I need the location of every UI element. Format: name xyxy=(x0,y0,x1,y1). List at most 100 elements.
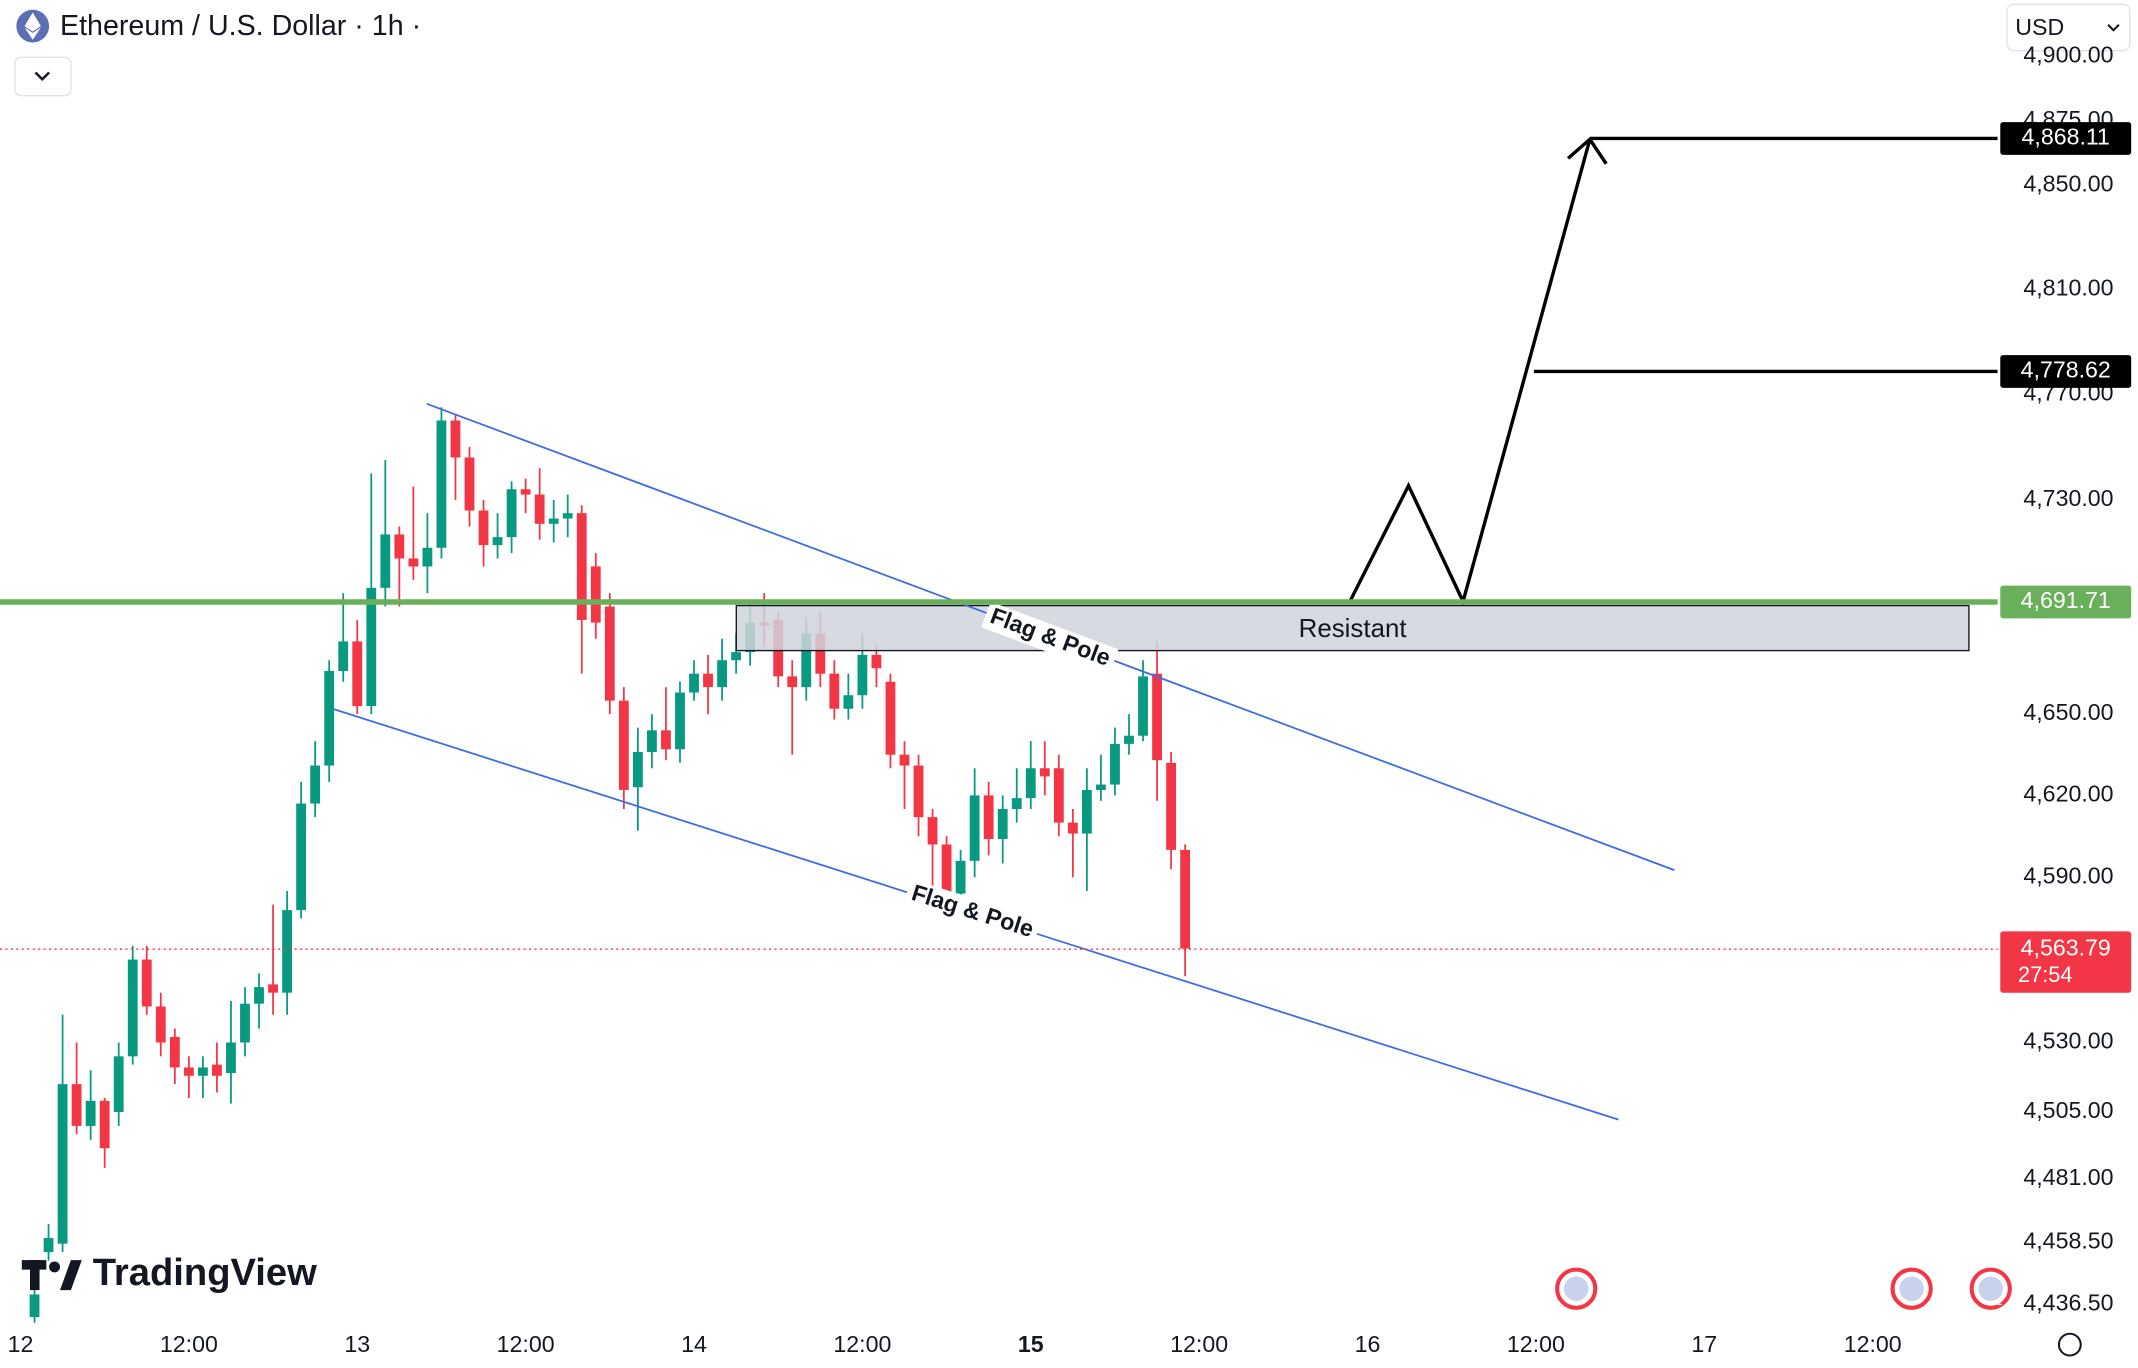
candle-body xyxy=(661,730,671,750)
level-label: 4,778.62 xyxy=(2021,357,2111,383)
candle-body xyxy=(1081,789,1092,834)
y-tick-label: 4,436.50 xyxy=(2023,1290,2113,1316)
candle-body xyxy=(506,489,517,538)
candle-body xyxy=(1096,784,1106,790)
candle-body xyxy=(983,795,994,839)
candle-body xyxy=(352,641,363,707)
event-icons xyxy=(1555,1267,2012,1310)
candle-body xyxy=(226,1042,236,1074)
candle-body xyxy=(422,547,433,567)
y-tick-label: 4,505.00 xyxy=(2023,1097,2113,1123)
candle-body xyxy=(478,510,489,546)
candle-body xyxy=(703,673,713,688)
y-tick-label: 4,458.50 xyxy=(2023,1227,2113,1253)
x-tick-label: 12:00 xyxy=(1507,1331,1565,1357)
candle-body xyxy=(492,537,503,546)
currency-select[interactable] xyxy=(2006,3,2131,52)
y-tick-label: 4,590.00 xyxy=(2023,862,2113,888)
candle-body xyxy=(941,844,952,894)
candle-body xyxy=(562,513,573,519)
collapse-button[interactable] xyxy=(14,56,72,97)
candle-body xyxy=(1110,743,1120,785)
candle-body xyxy=(520,489,531,495)
y-tick-label: 4,530.00 xyxy=(2023,1028,2113,1054)
candle-body xyxy=(1138,676,1148,736)
candle-body xyxy=(632,751,643,788)
x-tick-label: 13 xyxy=(344,1331,370,1357)
candle-body xyxy=(1053,768,1064,823)
x-tick-label: 12:00 xyxy=(1170,1331,1228,1357)
candle-body xyxy=(183,1067,194,1076)
candle-body xyxy=(197,1067,208,1076)
flag xyxy=(1899,1276,1924,1301)
last-price-bg xyxy=(2000,931,2132,993)
candle-body xyxy=(955,860,966,894)
candle-body xyxy=(829,673,840,709)
eth-glyph xyxy=(24,12,41,40)
candle-body xyxy=(927,817,938,845)
candle-body xyxy=(380,534,391,588)
channel-label-group: Flag & Pole xyxy=(903,878,1042,946)
candle-body xyxy=(338,641,349,671)
candle-body xyxy=(324,670,335,766)
candle-body xyxy=(1067,822,1078,834)
logo-part xyxy=(49,1261,60,1273)
y-tick-label: 4,481.00 xyxy=(2023,1164,2113,1190)
currency-label: USD xyxy=(2015,14,2064,40)
candle-body xyxy=(576,513,587,620)
candle-body xyxy=(282,910,292,993)
candle-body xyxy=(843,695,854,709)
candle-body xyxy=(169,1036,180,1068)
candle-body xyxy=(1166,762,1176,850)
candle-body xyxy=(436,420,447,548)
candle-body xyxy=(801,633,812,688)
x-tick-label: 12:00 xyxy=(1844,1331,1902,1357)
x-tick-label: 12:00 xyxy=(160,1331,218,1357)
x-tick-label: 14 xyxy=(681,1331,707,1357)
candle-body xyxy=(871,654,882,669)
candle-body xyxy=(997,809,1008,839)
candle-body xyxy=(127,959,138,1057)
candle-body xyxy=(1025,768,1036,799)
candle-body xyxy=(647,730,657,752)
candle-body xyxy=(857,654,868,696)
last-price-label: 4,563.79 xyxy=(2021,934,2111,960)
candle-body xyxy=(85,1100,96,1126)
candle-body xyxy=(29,1294,40,1318)
x-tick-label: 12:00 xyxy=(497,1331,555,1357)
candle-body xyxy=(731,652,742,661)
candle-body xyxy=(141,959,152,1007)
candle-body xyxy=(969,795,980,861)
candle-body xyxy=(254,987,264,1004)
y-tick-label: 4,850.00 xyxy=(2023,170,2113,196)
candle-body xyxy=(689,673,699,693)
candle-body xyxy=(99,1100,110,1149)
candle-body xyxy=(408,558,419,567)
logo-part xyxy=(59,1260,82,1291)
candle-body xyxy=(450,420,461,458)
candle-body xyxy=(113,1056,124,1112)
label-bg xyxy=(903,878,1042,946)
candle-body xyxy=(57,1084,68,1244)
candle-body xyxy=(71,1084,82,1126)
candle-body xyxy=(899,754,910,766)
candle-body xyxy=(464,457,475,511)
candle-body xyxy=(296,803,307,911)
candle-body xyxy=(885,681,896,755)
settings-icon[interactable] xyxy=(2057,1332,2082,1357)
candle-body xyxy=(240,1003,250,1043)
candle-body xyxy=(268,984,278,993)
candle-body xyxy=(534,494,545,524)
candle-body xyxy=(618,700,629,790)
candle-body xyxy=(590,566,601,623)
x-tick-label: 17 xyxy=(1691,1331,1717,1357)
x-tick-label: 12:00 xyxy=(833,1331,891,1357)
level-label-bg xyxy=(2000,585,2132,619)
candle-body xyxy=(913,765,924,818)
zone-label: Resistant xyxy=(1299,615,1407,643)
candle-body xyxy=(675,692,685,750)
candle-body xyxy=(815,633,826,674)
y-tick-label: 4,730.00 xyxy=(2023,485,2113,511)
projection-path xyxy=(1348,138,1592,607)
x-tick-label: 16 xyxy=(1355,1331,1381,1357)
